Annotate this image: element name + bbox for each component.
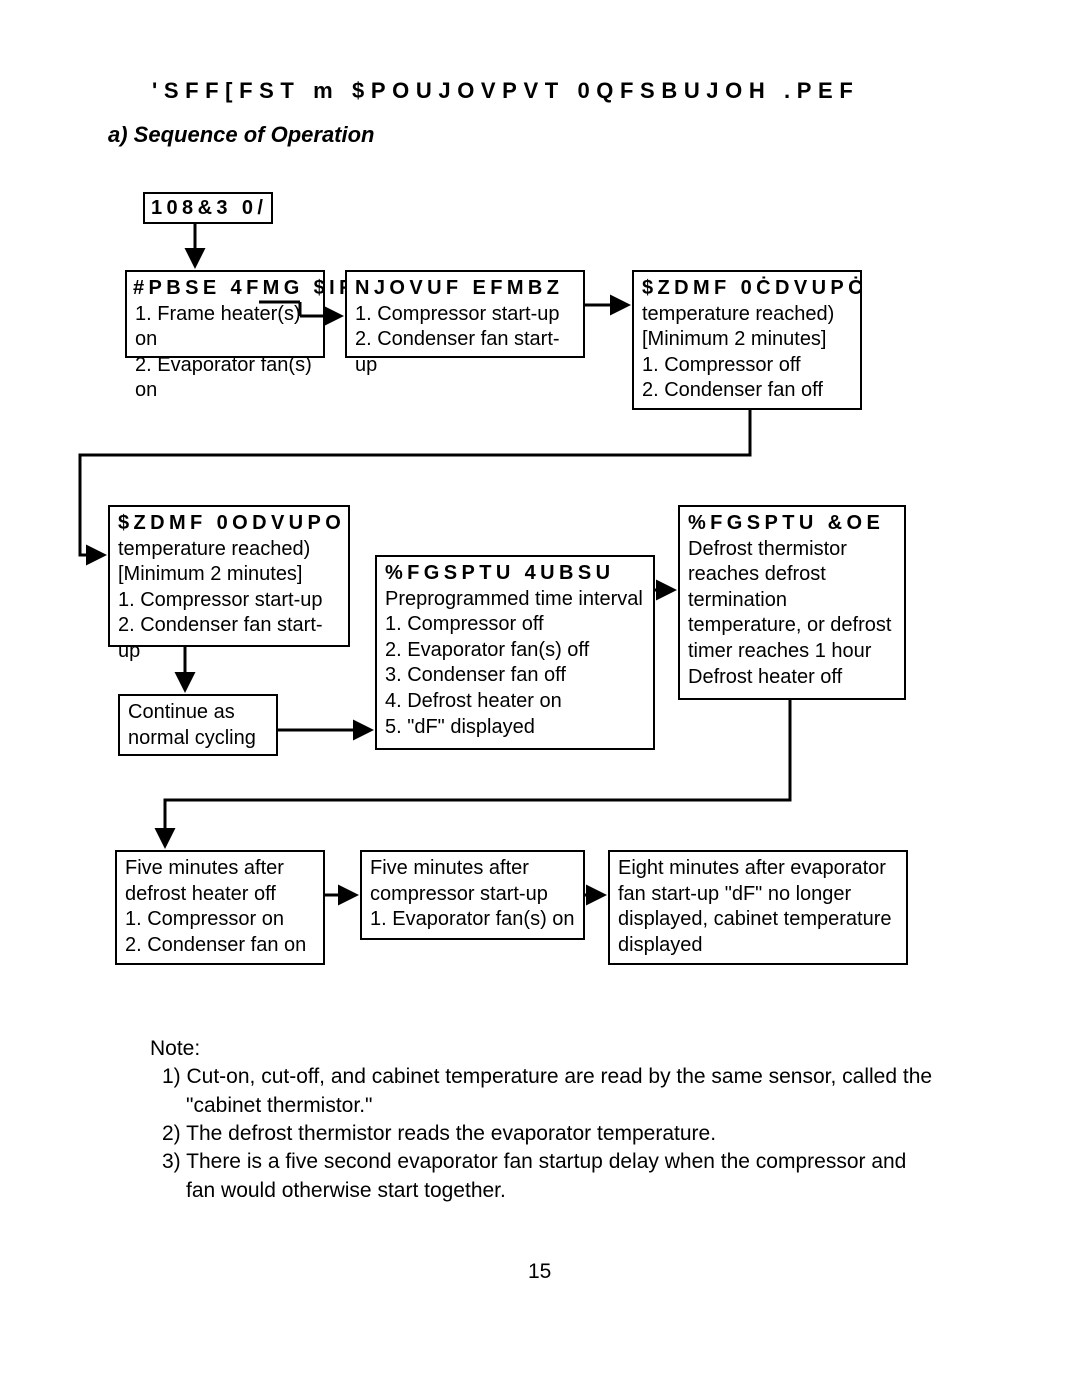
box-five-after-heater: Five minutes after defrost heater off 1.… (115, 850, 325, 965)
cycle-off-title: $ZDMF 0ĊDVUPĊ (642, 277, 867, 299)
power-on-title: 108&3 0/ (151, 197, 267, 219)
box-cycle-off: $ZDMF 0ĊDVUPĊ temperature reached) [Mini… (632, 270, 862, 410)
box-defrost-end: %FGSPTU &OE Defrost thermistor reaches d… (678, 505, 906, 700)
five-heater-line4: 2. Condenser fan on (125, 933, 315, 959)
defrost-end-title: %FGSPTU &OE (688, 511, 896, 537)
cycle-off-line2: [Minimum 2 minutes] (642, 327, 852, 353)
defrost-start-line3: 2. Evaporator fan(s) off (385, 638, 645, 664)
box-power-on: 108&3 0/ (143, 192, 273, 224)
box-eight-after: Eight minutes after evaporator fan start… (608, 850, 908, 965)
defrost-end-line3: termination (688, 588, 896, 614)
continue-line2: normal cycling (128, 726, 268, 752)
box-defrost-start: %FGSPTU 4UBSU Preprogrammed time interva… (375, 555, 655, 750)
cycle-on-line2: [Minimum 2 minutes] (118, 562, 340, 588)
eight-line3: displayed, cabinet temperature (618, 907, 898, 933)
defrost-start-title: %FGSPTU 4UBSU (385, 561, 645, 587)
defrost-start-line1: Preprogrammed time interval (385, 587, 645, 613)
self-check-line2: 2. Evaporator fan(s) on (135, 353, 315, 404)
cycle-on-line1: temperature reached) (118, 537, 340, 563)
five-heater-line3: 1. Compressor on (125, 907, 315, 933)
eight-line2: fan start-up "dF" no longer (618, 882, 898, 908)
note-1: 1) Cut-on, cut-off, and cabinet temperat… (150, 1063, 940, 1120)
cycle-on-line4: 2. Condenser fan start-up (118, 613, 340, 664)
cycle-off-line4: 2. Condenser fan off (642, 378, 852, 404)
page-number: 15 (528, 1260, 551, 1284)
five-comp-line3: 1. Evaporator fan(s) on (370, 907, 575, 933)
notes-label: Note: (150, 1035, 940, 1063)
section-subheading: a) Sequence of Operation (108, 122, 375, 148)
five-heater-line2: defrost heater off (125, 882, 315, 908)
five-heater-line1: Five minutes after (125, 856, 315, 882)
eight-line1: Eight minutes after evaporator (618, 856, 898, 882)
eight-line4: displayed (618, 933, 898, 959)
box-self-check: #PBSE 4FMG $IFDL 1. Frame heater(s) on 2… (125, 270, 325, 358)
self-check-title: #PBSE 4FMG $IFDL (133, 276, 315, 302)
delay-line2: 2. Condenser fan start-up (355, 327, 575, 378)
self-check-line1: 1. Frame heater(s) on (135, 302, 315, 353)
page: 'SFF[FST m $POUJOVPVT 0QFSBUJOH .PEF a) … (0, 0, 1080, 1397)
defrost-start-line6: 5. "dF" displayed (385, 715, 645, 741)
cycle-on-title: $ZDMF 0ODVUPO (118, 512, 345, 534)
defrost-end-line6: Defrost heater off (688, 665, 896, 691)
cycle-on-line3: 1. Compressor start-up (118, 588, 340, 614)
defrost-start-line5: 4. Defrost heater on (385, 689, 645, 715)
note-2: 2) The defrost thermistor reads the evap… (150, 1120, 940, 1148)
box-cycle-on: $ZDMF 0ODVUPO temperature reached) [Mini… (108, 505, 350, 647)
defrost-end-line1: Defrost thermistor (688, 537, 896, 563)
defrost-end-line2: reaches defrost (688, 562, 896, 588)
continue-line1: Continue as (128, 700, 268, 726)
notes-block: Note: 1) Cut-on, cut-off, and cabinet te… (150, 1035, 940, 1205)
defrost-end-line5: timer reaches 1 hour (688, 639, 896, 665)
five-comp-line2: compressor start-up (370, 882, 575, 908)
page-heading: 'SFF[FST m $POUJOVPVT 0QFSBUJOH .PEF (152, 78, 859, 104)
defrost-start-line4: 3. Condenser fan off (385, 663, 645, 689)
five-comp-line1: Five minutes after (370, 856, 575, 882)
delay-title: NJOVUF EFMBZ (355, 276, 575, 302)
box-five-after-compressor: Five minutes after compressor start-up 1… (360, 850, 585, 940)
box-delay: NJOVUF EFMBZ 1. Compressor start-up 2. C… (345, 270, 585, 358)
box-continue: Continue as normal cycling (118, 694, 278, 756)
defrost-start-line2: 1. Compressor off (385, 612, 645, 638)
defrost-end-line4: temperature, or defrost (688, 613, 896, 639)
cycle-off-line1: temperature reached) (642, 302, 852, 328)
delay-line1: 1. Compressor start-up (355, 302, 575, 328)
cycle-off-line3: 1. Compressor off (642, 353, 852, 379)
note-3: 3) There is a five second evaporator fan… (150, 1148, 940, 1205)
